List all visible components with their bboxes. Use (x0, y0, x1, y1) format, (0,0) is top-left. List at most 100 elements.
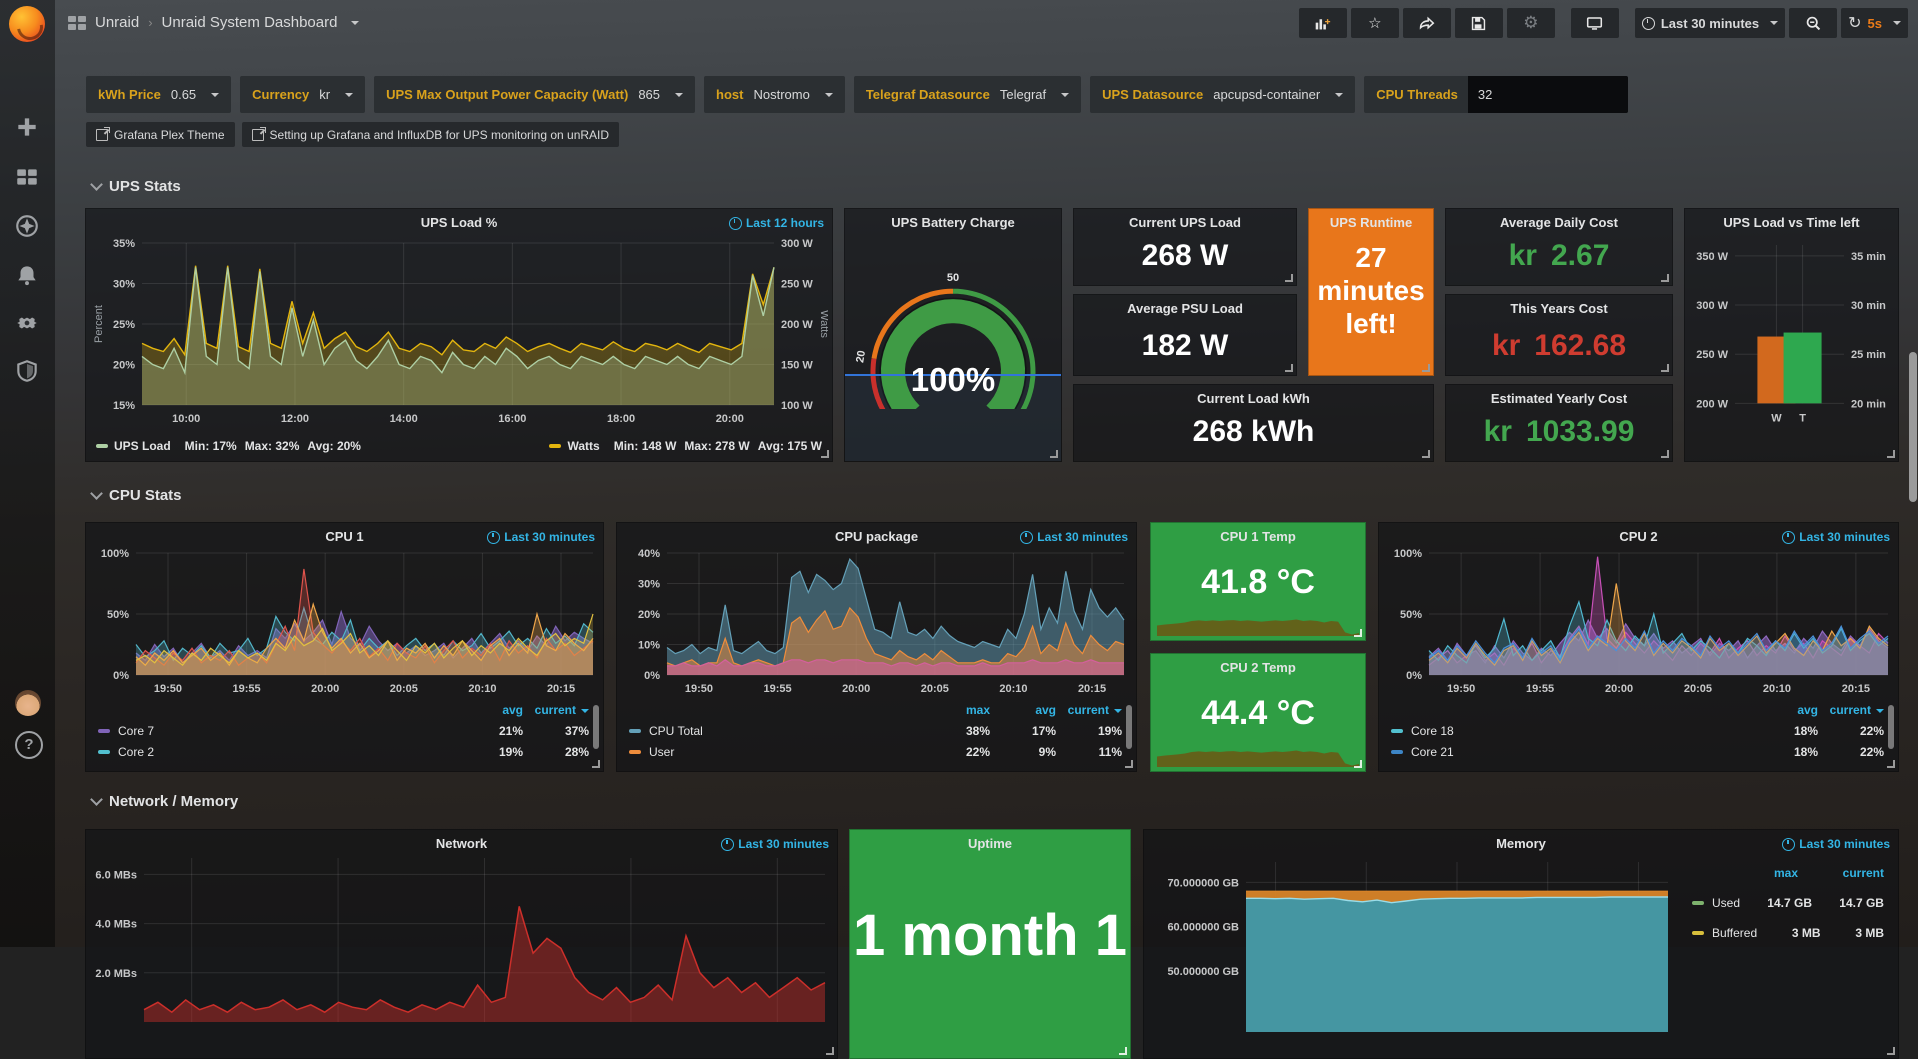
panel-network[interactable]: Network Last 30 minutes 6.0 MBs 4.0 MBs 2.… (85, 829, 838, 1059)
cycle-view-button[interactable] (1570, 8, 1619, 38)
panel-title[interactable]: Current Load kWh (1197, 391, 1310, 406)
legend-item[interactable]: Watts Min: 148 W Max: 278 W Avg: 175 W (549, 439, 822, 453)
variable-value[interactable]: 0.65 (170, 87, 197, 102)
page-scrollbar[interactable] (1909, 352, 1917, 502)
add-panel-button[interactable] (1298, 8, 1347, 38)
breadcrumb[interactable]: Unraid › Unraid System Dashboard (68, 14, 360, 31)
panel-title[interactable]: CPU package (834, 529, 919, 544)
panel-title[interactable]: CPU 1 (325, 529, 364, 544)
panel-load-vs-time[interactable]: UPS Load vs Time left 350 W 300 W 250 W 200… (1684, 208, 1899, 462)
panel-title[interactable]: Memory (1496, 836, 1546, 851)
panel-title[interactable]: Network (435, 836, 488, 851)
cpu-threads-input[interactable]: 32 (1467, 76, 1628, 113)
variable-ups-datasource[interactable]: UPS Datasource apcupsd-container (1090, 76, 1356, 113)
panel-ups-battery[interactable]: UPS Battery Charge 02050100 100% (844, 208, 1062, 462)
panel-uptime[interactable]: Uptime 1 month 1 (849, 829, 1131, 1059)
star-button[interactable]: ☆ (1350, 8, 1399, 38)
panel-title[interactable]: UPS Runtime (1329, 215, 1413, 230)
panel-title[interactable]: CPU 2 Temp (1220, 660, 1296, 675)
panel-cpu-package[interactable]: CPU package Last 30 minutes 40% 30% 20% 10%… (616, 522, 1137, 772)
panel-timerange[interactable]: Last 30 minutes (1020, 530, 1128, 544)
panel-title[interactable]: CPU 2 (1619, 529, 1658, 544)
link-ups-monitoring-guide[interactable]: Setting up Grafana and InfluxDB for UPS … (241, 122, 620, 147)
panel-memory[interactable]: Memory Last 30 minutes 70.000000 GB 60.00… (1143, 829, 1899, 1059)
configuration-gear-icon[interactable] (14, 310, 40, 336)
legend-col-avg[interactable]: avg (1797, 703, 1818, 717)
panel-cpu1[interactable]: CPU 1 Last 30 minutes 100% 50% 0% 19:50 19:5… (85, 522, 604, 772)
panel-title[interactable]: Current UPS Load (1129, 215, 1241, 230)
breadcrumb-caret-icon[interactable] (351, 20, 360, 25)
explore-compass-icon[interactable] (14, 213, 40, 239)
legend-row[interactable]: Core 7 21% 37% (98, 724, 589, 738)
dashboard-settings-button[interactable]: ⚙ (1506, 8, 1555, 38)
breadcrumb-app[interactable]: Unraid (95, 14, 140, 31)
panel-title[interactable]: UPS Load vs Time left (1723, 215, 1860, 230)
link-grafana-plex-theme[interactable]: Grafana Plex Theme (86, 122, 235, 147)
panel-timerange[interactable]: Last 30 minutes (721, 837, 829, 851)
ups-load-chart[interactable]: 35% 30% 25% 20% 15% 300 W 250 W 200 W 150 W 100 W… (90, 235, 830, 433)
panel-title[interactable]: Uptime (967, 836, 1013, 851)
variable-value[interactable]: Telegraf (999, 87, 1047, 102)
variable-value[interactable]: apcupsd-container (1213, 87, 1321, 102)
legend-col-avg[interactable]: avg (502, 703, 523, 717)
panel-timerange[interactable]: Last 12 hours (728, 216, 824, 230)
legend-col-avg[interactable]: avg (1035, 703, 1056, 717)
panel-title[interactable]: CPU 1 Temp (1220, 529, 1296, 544)
panel-avg-daily-cost[interactable]: Average Daily Cost kr 2.67 (1445, 208, 1673, 286)
network-chart[interactable]: 6.0 MBs 4.0 MBs 2.0 MBs (88, 852, 835, 1052)
panel-title[interactable]: This Years Cost (1510, 301, 1608, 316)
legend-row[interactable]: Core 2 19% 28% (98, 745, 589, 759)
panel-title[interactable]: Estimated Yearly Cost (1490, 391, 1628, 406)
create-plus-icon[interactable] (14, 114, 40, 140)
admin-shield-icon[interactable] (14, 358, 40, 384)
legend-row[interactable]: Core 18 18% 22% (1391, 724, 1884, 738)
panel-title[interactable]: Average PSU Load (1127, 301, 1243, 316)
variable-host[interactable]: host Nostromo (704, 76, 845, 113)
legend-row[interactable]: User 22% 9% 11% (629, 745, 1122, 759)
section-network-memory[interactable]: Network / Memory (90, 793, 238, 810)
panel-ups-runtime[interactable]: UPS Runtime 27 minutes left! (1308, 208, 1434, 376)
legend-col-current[interactable]: current (523, 703, 589, 717)
load-vs-time-chart[interactable]: 350 W 300 W 250 W 200 W 35 min 30 min 25 min 20… (1687, 235, 1896, 457)
dashboards-icon[interactable] (14, 164, 40, 190)
panel-timerange[interactable]: Last 30 minutes (487, 530, 595, 544)
legend-col-current[interactable]: current (1818, 703, 1884, 717)
panel-timerange[interactable]: Last 30 minutes (1782, 530, 1890, 544)
panel-avg-psu-load[interactable]: Average PSU Load 182 W (1073, 294, 1297, 376)
panel-cpu1-temp[interactable]: CPU 1 Temp 41.8 °C (1150, 522, 1366, 641)
legend-scrollbar[interactable] (1888, 705, 1894, 749)
legend-scrollbar[interactable] (593, 705, 599, 749)
variable-value[interactable]: kr (319, 87, 331, 102)
legend-item[interactable]: UPS Load Min: 17% Max: 32% Avg: 20% (96, 439, 361, 453)
share-button[interactable] (1402, 8, 1451, 38)
variable-kwh-price[interactable]: kWh Price 0.65 (86, 76, 232, 113)
breadcrumb-page[interactable]: Unraid System Dashboard (161, 14, 338, 31)
panel-ups-load[interactable]: UPS Load % Last 12 hours 35% 30% 25% 20% 15%… (85, 208, 833, 462)
zoom-out-button[interactable] (1789, 8, 1838, 38)
legend-col-current[interactable]: current (1056, 703, 1122, 717)
help-icon[interactable]: ? (15, 731, 43, 759)
panel-current-load-kwh[interactable]: Current Load kWh 268 kWh (1073, 384, 1434, 462)
legend-row[interactable]: CPU Total 38% 17% 19% (629, 724, 1122, 738)
legend-row[interactable]: Used 14.7 GB 14.7 GB (1692, 896, 1884, 910)
legend-row[interactable]: Core 21 18% 22% (1391, 745, 1884, 759)
refresh-picker[interactable]: ↻ 5s (1841, 8, 1908, 38)
variable-ups-max-power[interactable]: UPS Max Output Power Capacity (Watt) 865 (374, 76, 696, 113)
legend-col-current[interactable]: current (1842, 866, 1884, 880)
panel-current-ups-load[interactable]: Current UPS Load 268 W (1073, 208, 1297, 286)
time-range-picker[interactable]: Last 30 minutes (1634, 8, 1786, 38)
variable-telegraf-datasource[interactable]: Telegraf Datasource Telegraf (853, 76, 1082, 113)
cpu2-chart[interactable]: 100% 50% 0% 19:50 19:55 20:00 20:05 20:10 20:15 (1381, 547, 1896, 699)
legend-scrollbar[interactable] (1126, 705, 1132, 749)
legend-col-max[interactable]: max (965, 703, 990, 717)
panel-this-years-cost[interactable]: This Years Cost kr 162.68 (1445, 294, 1673, 376)
panel-title[interactable]: UPS Load % (420, 215, 498, 230)
memory-chart[interactable]: 70.000000 GB 60.000000 GB 50.000000 GB (1146, 852, 1674, 1052)
panel-timerange[interactable]: Last 30 minutes (1782, 837, 1890, 851)
cpu-package-chart[interactable]: 40% 30% 20% 10% 0% 19:50 19:55 20:00 20:05 20:10 2… (619, 547, 1134, 699)
save-button[interactable] (1454, 8, 1503, 38)
panel-est-yearly-cost[interactable]: Estimated Yearly Cost kr 1033.99 (1445, 384, 1673, 462)
panel-cpu2-temp[interactable]: CPU 2 Temp 44.4 °C (1150, 653, 1366, 772)
cpu1-chart[interactable]: 100% 50% 0% 19:50 19:55 20:00 20:05 20:10 20:15 (88, 547, 601, 699)
variable-currency[interactable]: Currency kr (240, 76, 366, 113)
